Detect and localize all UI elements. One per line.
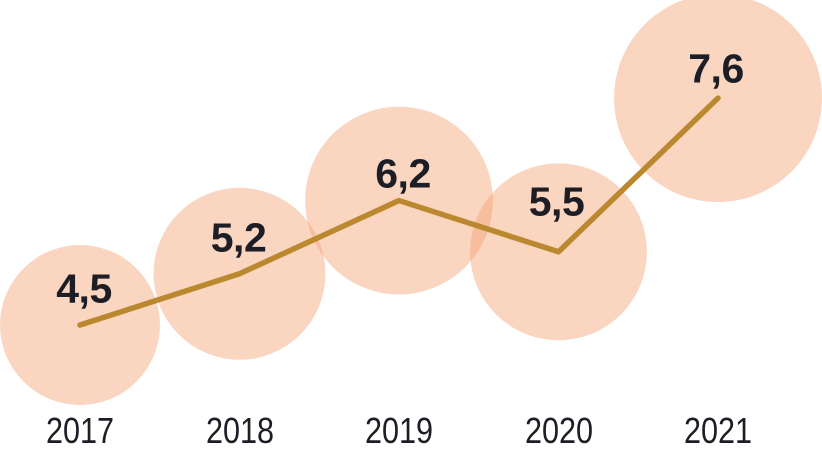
trend-line bbox=[77, 95, 721, 328]
